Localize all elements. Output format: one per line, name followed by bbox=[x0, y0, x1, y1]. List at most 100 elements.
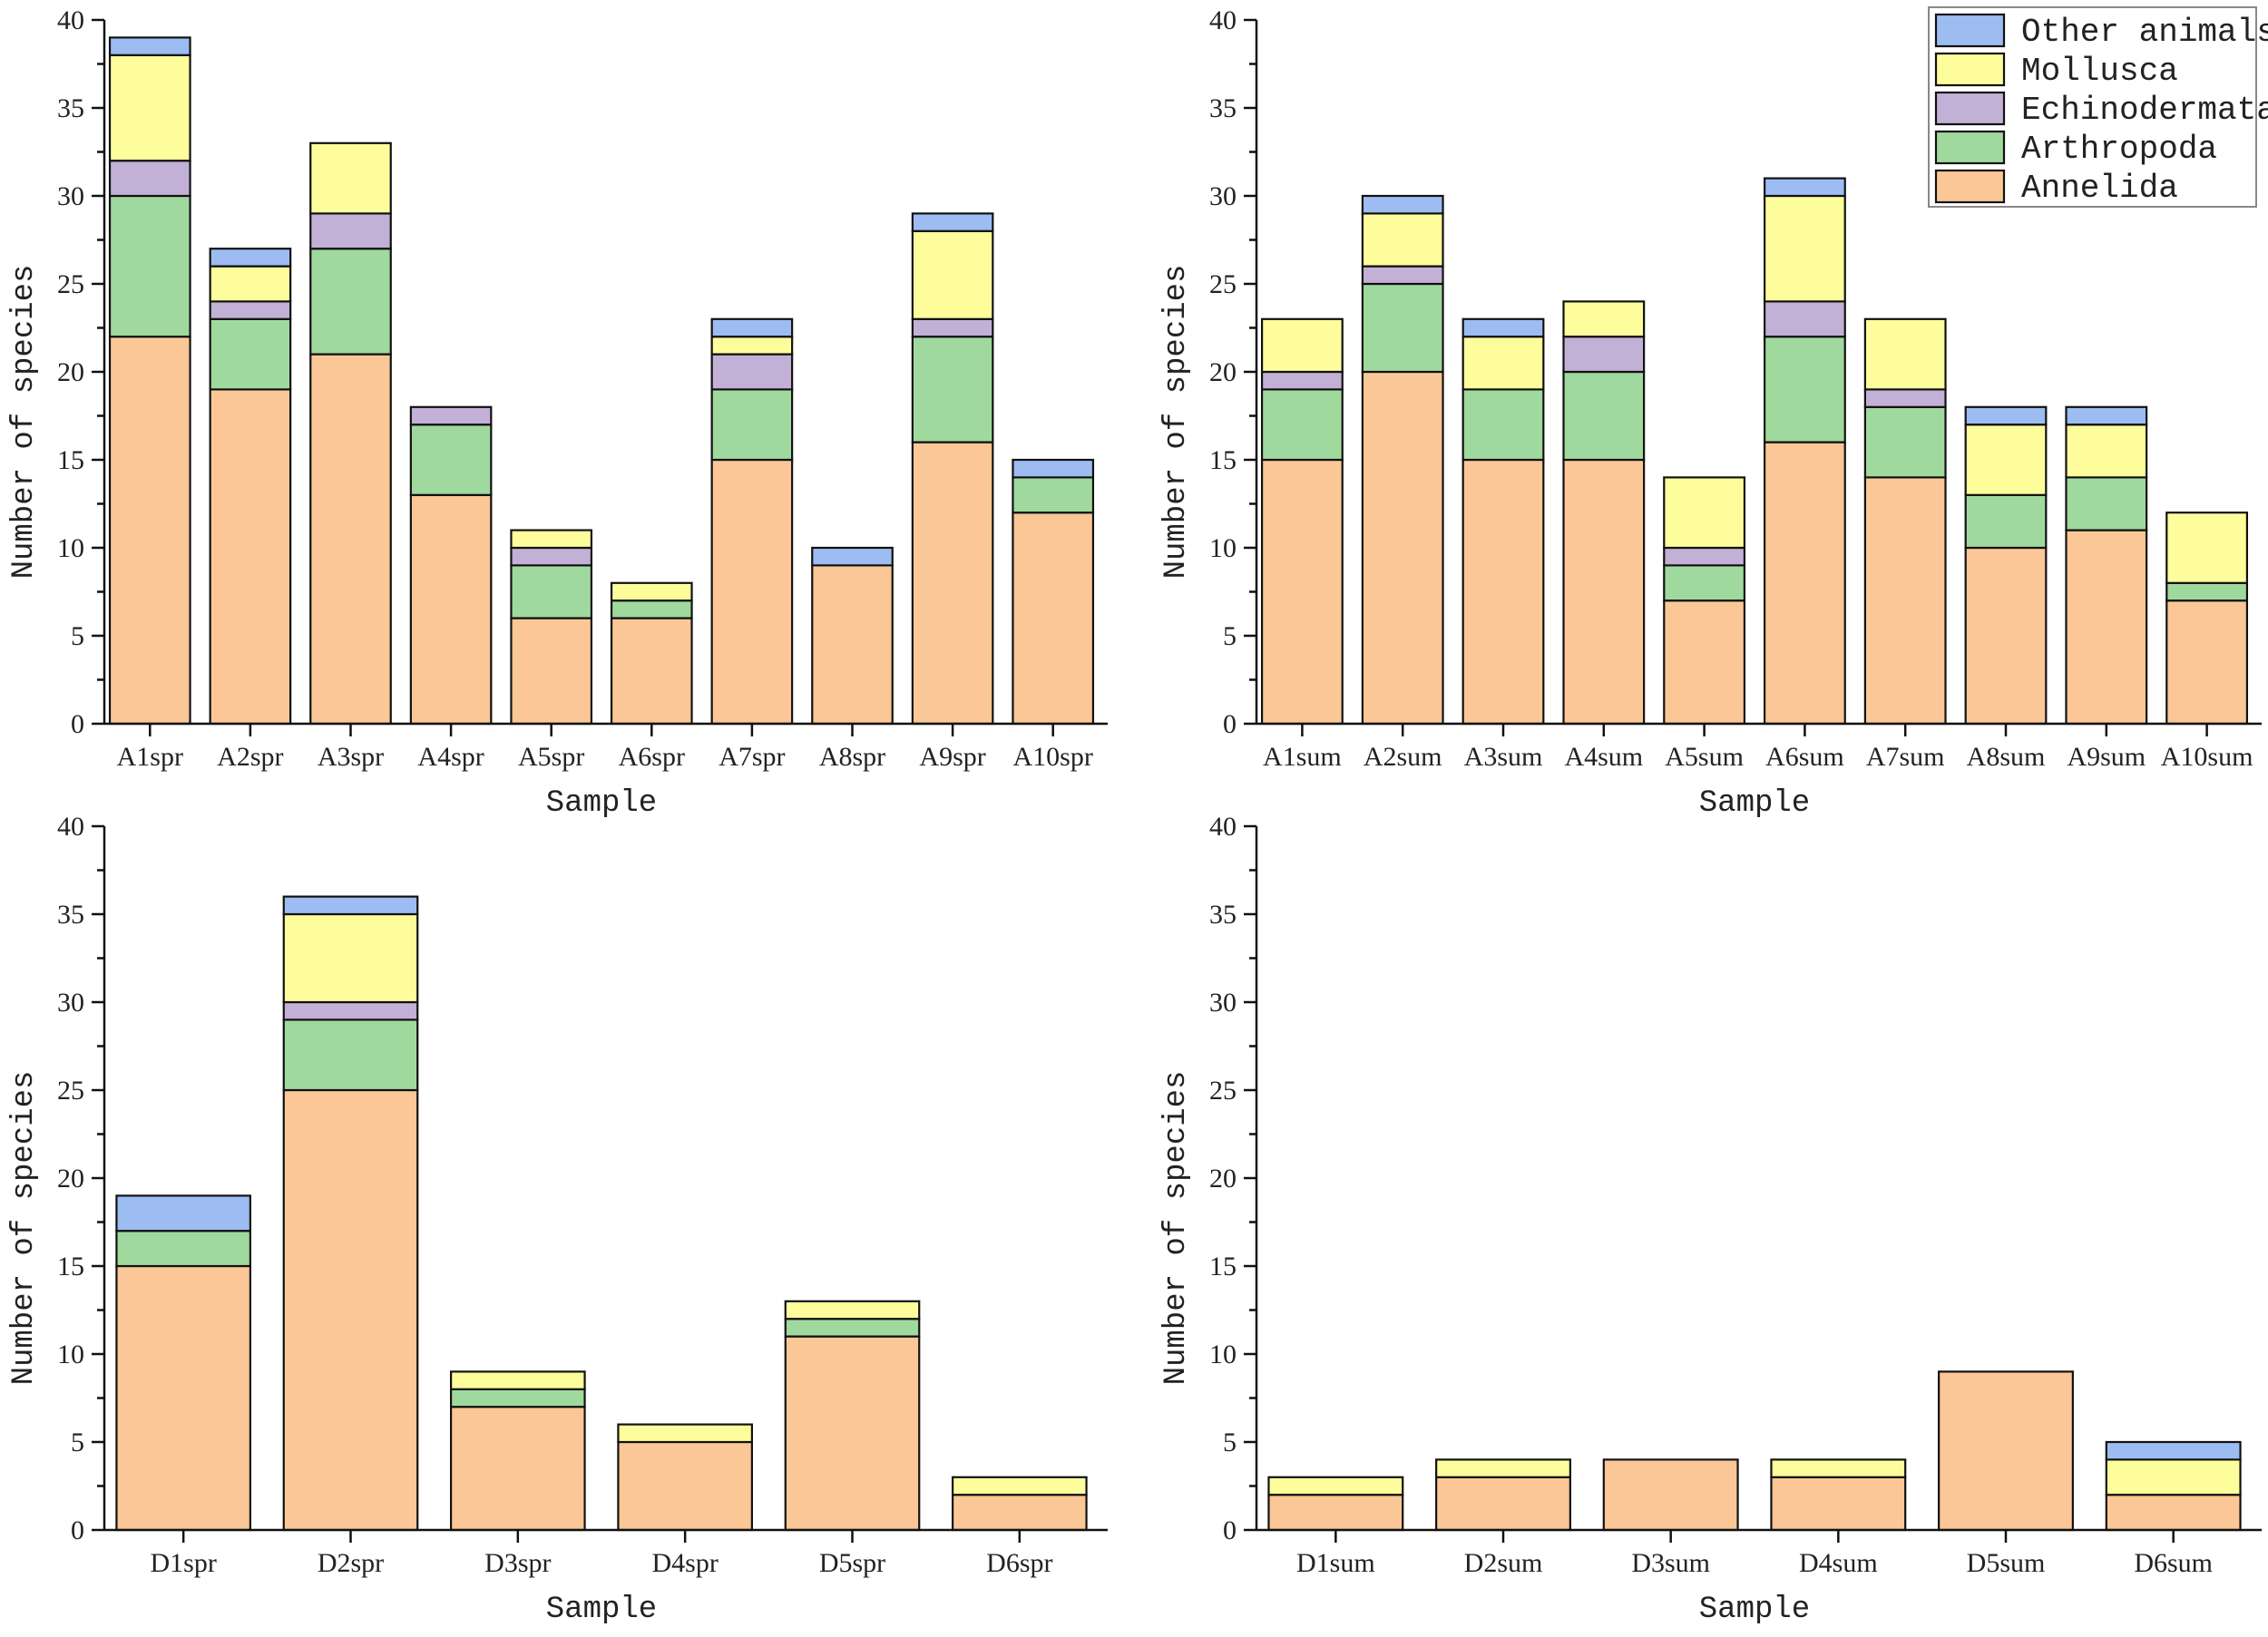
legend-label: Annelida bbox=[2021, 170, 2178, 207]
bar-segment-mollusca bbox=[617, 1423, 754, 1444]
bar-segment-other-animals bbox=[1964, 405, 2048, 426]
bar-segment-mollusca bbox=[282, 912, 419, 1004]
bar-segment-arthropoda bbox=[1663, 564, 1746, 602]
bar-segment-arthropoda bbox=[1562, 370, 1646, 462]
bar-segment-annelida bbox=[1260, 458, 1344, 726]
x-tick-label: D4spr bbox=[651, 1548, 718, 1578]
x-tick-label: D4sum bbox=[1799, 1548, 1878, 1578]
bar-segment-mollusca bbox=[2065, 424, 2148, 479]
bar-segment-arthropoda bbox=[309, 248, 392, 356]
bar-segment-arthropoda bbox=[1763, 336, 1846, 443]
bar-segment-mollusca bbox=[1770, 1458, 1907, 1478]
bar-segment-annelida bbox=[1863, 476, 1947, 726]
bar-segment-mollusca bbox=[1361, 212, 1444, 268]
bar-segment-echinodermata bbox=[282, 1000, 419, 1021]
bar-segment-arthropoda bbox=[115, 1230, 251, 1268]
x-tick-label: A9sum bbox=[2067, 742, 2146, 772]
bar-segment-annelida bbox=[409, 493, 493, 726]
x-tick-label: D5spr bbox=[819, 1548, 885, 1578]
bar-segment-annelida bbox=[1602, 1458, 1739, 1532]
bar-segment-mollusca bbox=[1267, 1476, 1404, 1496]
x-tick-label: A9spr bbox=[919, 742, 985, 772]
bar-segment-annelida bbox=[510, 617, 593, 726]
legend-swatch bbox=[1934, 13, 2006, 48]
y-tick-label: 35 bbox=[1209, 900, 1237, 930]
legend-swatch bbox=[1934, 169, 2006, 204]
bar-segment-mollusca bbox=[1863, 317, 1947, 391]
y-tick-label: 15 bbox=[1209, 445, 1237, 475]
legend: Other animalsMolluscaEchinodermataArthro… bbox=[1928, 6, 2268, 208]
bar-segment-arthropoda bbox=[282, 1018, 419, 1092]
x-tick-label: D6spr bbox=[986, 1548, 1052, 1578]
bar-segment-annelida bbox=[2165, 599, 2249, 726]
bar-segment-arthropoda bbox=[2065, 476, 2148, 531]
y-tick-label: 35 bbox=[57, 93, 84, 123]
x-tick-label: D6sum bbox=[2134, 1548, 2213, 1578]
y-tick-label: 25 bbox=[57, 1076, 84, 1106]
legend-swatch bbox=[1934, 91, 2006, 126]
y-tick-label: 15 bbox=[57, 1252, 84, 1281]
y-tick-label: 30 bbox=[1209, 988, 1237, 1018]
chart-panel-4: D1sum D2sum D3sum D4sum D5sum D6sum 0 5 10 15 20 25… bbox=[1159, 812, 2262, 1627]
bar-segment-echinodermata bbox=[1562, 336, 1646, 374]
y-tick-label: 35 bbox=[57, 900, 84, 930]
bar-segment-annelida bbox=[1562, 458, 1646, 726]
bar-segment-echinodermata bbox=[1763, 300, 1846, 338]
x-axis-title: Sample bbox=[1699, 786, 1810, 821]
bar-segment-echinodermata bbox=[1663, 546, 1746, 567]
x-tick-label: A5spr bbox=[518, 742, 584, 772]
bar-segment-mollusca bbox=[309, 141, 392, 215]
x-tick-label: A2spr bbox=[217, 742, 283, 772]
bar-segment-echinodermata bbox=[911, 317, 994, 338]
y-tick-label: 0 bbox=[1223, 709, 1237, 739]
y-tick-label: 0 bbox=[1223, 1515, 1237, 1545]
bar-segment-mollusca bbox=[450, 1370, 586, 1390]
y-tick-label: 30 bbox=[57, 988, 84, 1018]
y-tick-label: 40 bbox=[57, 5, 84, 35]
bar-segment-mollusca bbox=[108, 54, 191, 162]
y-tick-label: 40 bbox=[57, 812, 84, 842]
bar-segment-annelida bbox=[951, 1494, 1088, 1532]
bar-segment-other-animals bbox=[1361, 194, 1444, 215]
bar-segment-mollusca bbox=[951, 1476, 1088, 1496]
y-tick-label: 15 bbox=[57, 445, 84, 475]
bar-segment-mollusca bbox=[2105, 1458, 2242, 1496]
y-tick-label: 25 bbox=[57, 269, 84, 299]
bar-segment-annelida bbox=[282, 1088, 419, 1532]
bar-segment-other-animals bbox=[2065, 405, 2148, 426]
bar-segment-other-animals bbox=[1461, 317, 1545, 338]
x-tick-label: A1sum bbox=[1263, 742, 1342, 772]
y-tick-label: 20 bbox=[1209, 1164, 1237, 1194]
bar-segment-arthropoda bbox=[108, 194, 191, 338]
bar-segment-other-animals bbox=[108, 36, 191, 56]
y-tick-label: 10 bbox=[57, 1340, 84, 1369]
bar-segment-other-animals bbox=[710, 317, 794, 338]
legend-label: Mollusca bbox=[2021, 53, 2178, 90]
y-tick-label: 35 bbox=[1209, 93, 1237, 123]
bar-segment-other-animals bbox=[115, 1194, 251, 1233]
bar-segment-echinodermata bbox=[1260, 370, 1344, 391]
x-axis-title: Sample bbox=[1699, 1593, 1810, 1627]
bar-segment-annelida bbox=[309, 353, 392, 726]
bar-segment-mollusca bbox=[1562, 300, 1646, 338]
bar-segment-annelida bbox=[784, 1335, 921, 1532]
y-tick-label: 25 bbox=[1209, 269, 1237, 299]
bar-segment-other-animals bbox=[209, 248, 292, 268]
bar-segment-mollusca bbox=[1461, 336, 1545, 391]
x-tick-label: A4spr bbox=[417, 742, 484, 772]
bar-segment-annelida bbox=[1663, 599, 1746, 726]
bar-segment-annelida bbox=[1435, 1476, 1571, 1532]
x-axis-title: Sample bbox=[546, 786, 657, 821]
bar-segment-other-animals bbox=[282, 895, 419, 916]
bar-segment-annelida bbox=[811, 564, 894, 726]
bar-segment-mollusca bbox=[1663, 476, 1746, 550]
x-tick-label: A3sum bbox=[1464, 742, 1543, 772]
bar-segment-annelida bbox=[1012, 512, 1095, 726]
legend-label: Other animals bbox=[2021, 14, 2268, 51]
y-tick-label: 40 bbox=[1209, 812, 1237, 842]
bar-segment-mollusca bbox=[911, 229, 994, 320]
y-tick-label: 5 bbox=[71, 1428, 84, 1457]
legend-label: Arthropoda bbox=[2021, 131, 2217, 168]
bar-segment-mollusca bbox=[610, 581, 693, 602]
